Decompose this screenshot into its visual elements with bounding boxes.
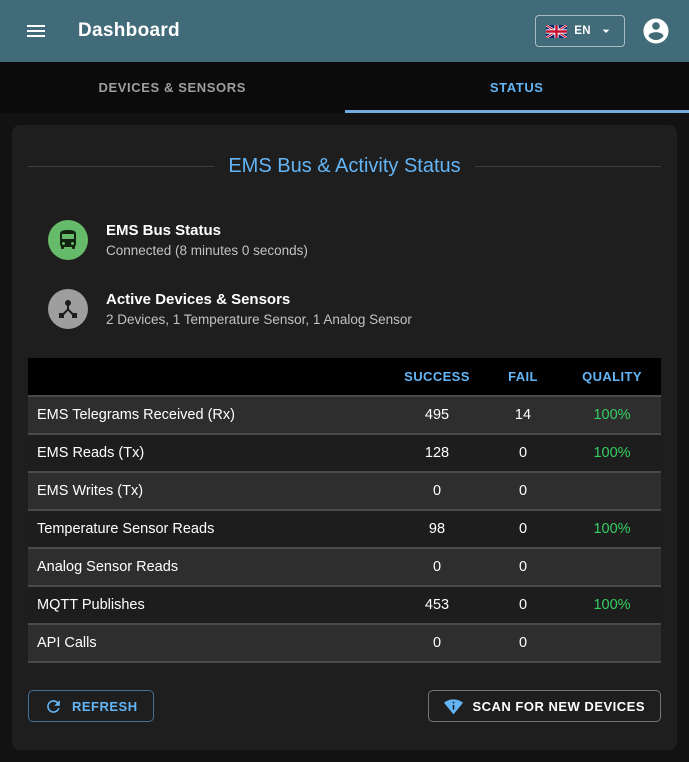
- row-fail-value: 0: [483, 548, 563, 587]
- page-title: Dashboard: [78, 20, 180, 41]
- row-quality-value: [563, 624, 661, 663]
- hamburger-menu-icon[interactable]: [16, 11, 56, 51]
- row-quality-value: 100%: [563, 396, 661, 435]
- refresh-button-label: REFRESH: [72, 698, 138, 714]
- divider-line: [28, 166, 215, 167]
- scan-wifi-icon: [444, 698, 464, 714]
- activity-table-body: EMS Telegrams Received (Rx) 495 14 100% …: [28, 396, 661, 663]
- row-success-value: 0: [391, 548, 483, 587]
- table-row: EMS Writes (Tx) 0 0: [28, 472, 661, 511]
- tab-devices-sensors[interactable]: DEVICES & SENSORS: [98, 80, 246, 95]
- row-fail-value: 0: [483, 510, 563, 549]
- row-quality-value: [563, 472, 661, 511]
- table-row: EMS Telegrams Received (Rx) 495 14 100%: [28, 396, 661, 435]
- status-item-title: Active Devices & Sensors: [106, 291, 291, 308]
- table-row: API Calls 0 0: [28, 624, 661, 663]
- row-label: MQTT Publishes: [28, 586, 391, 625]
- col-header-blank: [28, 358, 391, 397]
- row-success-value: 453: [391, 586, 483, 625]
- row-success-value: 128: [391, 434, 483, 473]
- card-title: EMS Bus & Activity Status: [228, 155, 461, 177]
- row-fail-value: 0: [483, 434, 563, 473]
- row-fail-value: 0: [483, 472, 563, 511]
- row-success-value: 495: [391, 396, 483, 435]
- refresh-icon: [47, 699, 60, 713]
- scan-for-new-devices-button[interactable]: SCAN FOR NEW DEVICES: [428, 690, 661, 722]
- divider-line: [474, 166, 661, 167]
- row-quality-value: 100%: [563, 510, 661, 549]
- appbar: Dashboard EN: [0, 0, 689, 62]
- row-fail-value: 0: [483, 624, 563, 663]
- tab-status[interactable]: STATUS: [344, 62, 689, 113]
- row-label: Temperature Sensor Reads: [28, 510, 391, 549]
- status-list: EMS Bus Status Connected (8 minutes 0 se…: [48, 220, 661, 329]
- activity-table: SUCCESS FAIL QUALITY EMS Telegrams Recei…: [28, 358, 661, 663]
- row-quality-value: 100%: [563, 434, 661, 473]
- status-item-subtitle: 2 Devices, 1 Temperature Sensor, 1 Analo…: [106, 312, 412, 327]
- table-row: Analog Sensor Reads 0 0: [28, 548, 661, 587]
- card-title-row: EMS Bus & Activity Status: [28, 155, 661, 178]
- row-fail-value: 14: [483, 396, 563, 435]
- row-quality-value: 100%: [563, 586, 661, 625]
- row-label: API Calls: [28, 624, 391, 663]
- status-item-subtitle: Connected (8 minutes 0 seconds): [106, 243, 308, 258]
- status-item-title: EMS Bus Status: [106, 222, 222, 239]
- table-row: EMS Reads (Tx) 128 0 100%: [28, 434, 661, 473]
- row-success-value: 0: [391, 624, 483, 663]
- status-card: EMS Bus & Activity Status EMS Bus Status…: [12, 125, 677, 750]
- col-header-fail: FAIL: [483, 358, 563, 397]
- tab-bar: DEVICES & SENSORS STATUS: [0, 62, 689, 113]
- row-quality-value: [563, 548, 661, 587]
- card-actions: REFRESH SCAN FOR NEW DEVICES: [28, 690, 661, 722]
- uk-flag-icon: [546, 24, 568, 38]
- chevron-down-icon: [602, 29, 610, 33]
- refresh-button[interactable]: REFRESH: [28, 690, 154, 722]
- col-header-success: SUCCESS: [391, 358, 483, 397]
- ems-bus-status-item: EMS Bus Status Connected (8 minutes 0 se…: [48, 220, 661, 260]
- activity-table-wrap: SUCCESS FAIL QUALITY EMS Telegrams Recei…: [28, 358, 661, 663]
- col-header-quality: QUALITY: [563, 358, 661, 397]
- device-hub-icon: [48, 289, 88, 329]
- row-label: Analog Sensor Reads: [28, 548, 391, 587]
- account-circle-icon[interactable]: [639, 14, 673, 48]
- language-code: EN: [574, 25, 591, 37]
- row-success-value: 0: [391, 472, 483, 511]
- activity-table-header-row: SUCCESS FAIL QUALITY: [28, 358, 661, 397]
- row-label: EMS Reads (Tx): [28, 434, 391, 473]
- language-selector[interactable]: EN: [535, 15, 625, 47]
- row-label: EMS Telegrams Received (Rx): [28, 396, 391, 435]
- scan-button-label: SCAN FOR NEW DEVICES: [472, 698, 645, 714]
- row-success-value: 98: [391, 510, 483, 549]
- active-devices-item: Active Devices & Sensors 2 Devices, 1 Te…: [48, 289, 661, 329]
- row-fail-value: 0: [483, 586, 563, 625]
- table-row: MQTT Publishes 453 0 100%: [28, 586, 661, 625]
- table-row: Temperature Sensor Reads 98 0 100%: [28, 510, 661, 549]
- bus-icon: [48, 220, 88, 260]
- row-label: EMS Writes (Tx): [28, 472, 391, 511]
